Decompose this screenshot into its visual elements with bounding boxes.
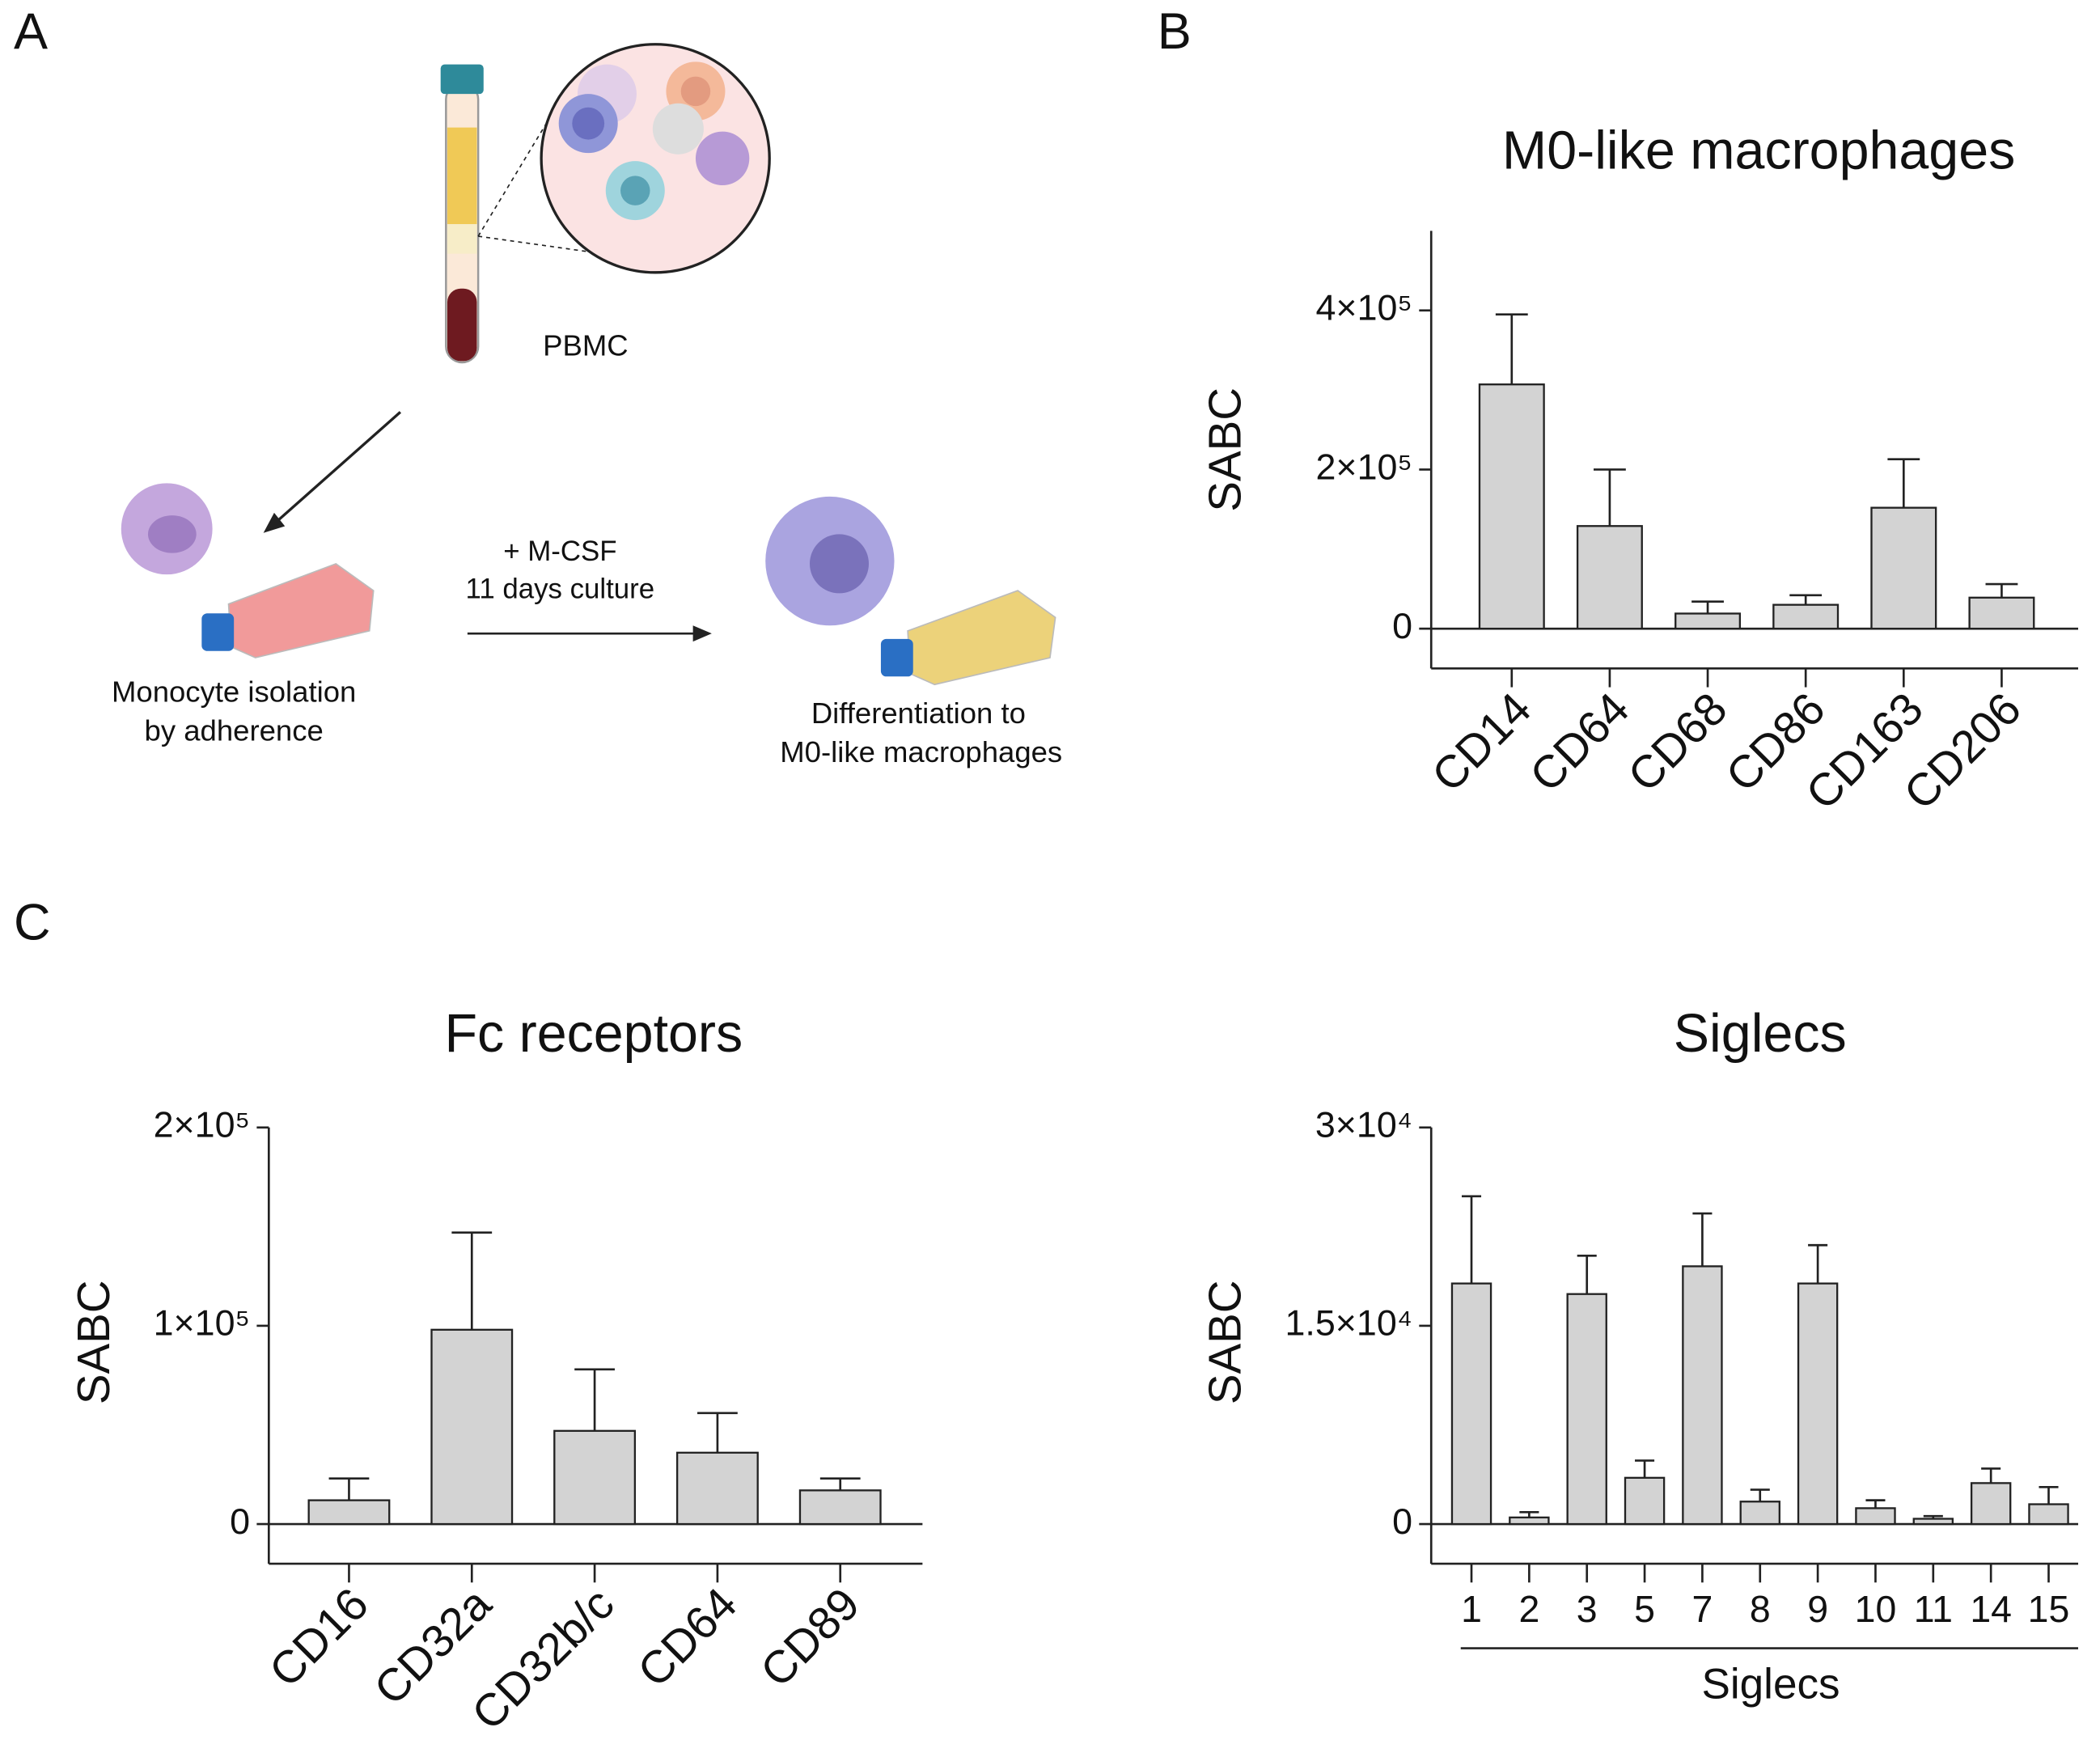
bar — [1674, 612, 1742, 630]
y-tick-label: 0 — [1392, 1501, 1412, 1542]
x-tick-label: CD68 — [1618, 683, 1737, 802]
diagram-label: PBMC — [543, 328, 628, 362]
bar — [1566, 1293, 1607, 1526]
y-tick-label: 3×10⁴ — [1315, 1105, 1412, 1145]
bar — [675, 1451, 759, 1526]
diagram-label: M0-like macrophages — [780, 735, 1062, 768]
diagram-label: by adherence — [145, 714, 324, 747]
bar — [1478, 383, 1545, 630]
y-axis-label: SABC — [1200, 387, 1251, 512]
panel-label: C — [14, 895, 51, 951]
bar — [1450, 1282, 1492, 1526]
y-tick-label: 0 — [1392, 606, 1412, 646]
y-axis-label: SABC — [1200, 1280, 1251, 1404]
y-tick-label: 2×10⁵ — [1316, 447, 1412, 487]
y-tick-label: 2×10⁵ — [154, 1105, 250, 1145]
x-tick-label: 1 — [1461, 1588, 1482, 1630]
diagram-label: Monocyte isolation — [112, 675, 356, 708]
bar — [1576, 525, 1643, 630]
bar — [1509, 1516, 1550, 1526]
y-tick-label: 4×10⁵ — [1316, 288, 1412, 328]
diagram-label: + M-CSF — [503, 536, 616, 567]
bar — [1772, 603, 1840, 630]
bar — [1797, 1282, 1839, 1526]
x-tick-label: 10 — [1855, 1588, 1897, 1630]
bar — [1855, 1507, 1896, 1526]
x-tick-label: 8 — [1750, 1588, 1771, 1630]
x-tick-label: 15 — [2028, 1588, 2070, 1630]
chart-title: Siglecs — [1674, 1004, 1847, 1064]
bar — [1624, 1476, 1666, 1526]
x-tick-label: CD64 — [1520, 683, 1639, 802]
x-tick-label: 9 — [1807, 1588, 1828, 1630]
panel-label: A — [14, 3, 48, 60]
diagram-label: Differentiation to — [811, 696, 1026, 730]
bar — [307, 1499, 391, 1526]
y-tick-label: 1×10⁵ — [154, 1303, 250, 1344]
x-tick-label: CD64 — [628, 1578, 747, 1697]
bar — [430, 1328, 514, 1526]
chart-title: Fc receptors — [444, 1004, 743, 1064]
chart-title: M0-like macrophages — [1502, 121, 2015, 180]
bar — [1912, 1518, 1954, 1526]
bar — [798, 1489, 882, 1526]
x-tick-label: 3 — [1577, 1588, 1598, 1630]
diagram-label: 11 days culture — [466, 573, 655, 604]
y-tick-label: 1.5×10⁴ — [1285, 1303, 1412, 1344]
bar — [1970, 1482, 2012, 1526]
x-tick-label: CD16 — [260, 1578, 379, 1697]
bar — [1968, 596, 2035, 630]
x-tick-label: 14 — [1970, 1588, 2012, 1630]
bar — [2028, 1503, 2069, 1526]
x-tick-label: CD14 — [1422, 683, 1541, 802]
y-tick-label: 0 — [230, 1501, 250, 1542]
y-axis-label: SABC — [68, 1280, 119, 1404]
diagram: PBMC Monocyte isolation by adherence + M… — [112, 43, 1062, 768]
x-axis-label: Siglecs — [1701, 1661, 1840, 1708]
x-tick-label: CD89 — [751, 1578, 870, 1697]
bar — [553, 1429, 637, 1526]
bar — [1739, 1501, 1780, 1526]
x-tick-label: 5 — [1634, 1588, 1655, 1630]
panel-label: B — [1158, 3, 1192, 60]
x-tick-label: 2 — [1518, 1588, 1539, 1630]
bar — [1870, 506, 1937, 630]
x-tick-label: 7 — [1691, 1588, 1713, 1630]
x-tick-label: 11 — [1914, 1588, 1953, 1630]
bar — [1682, 1265, 1723, 1526]
